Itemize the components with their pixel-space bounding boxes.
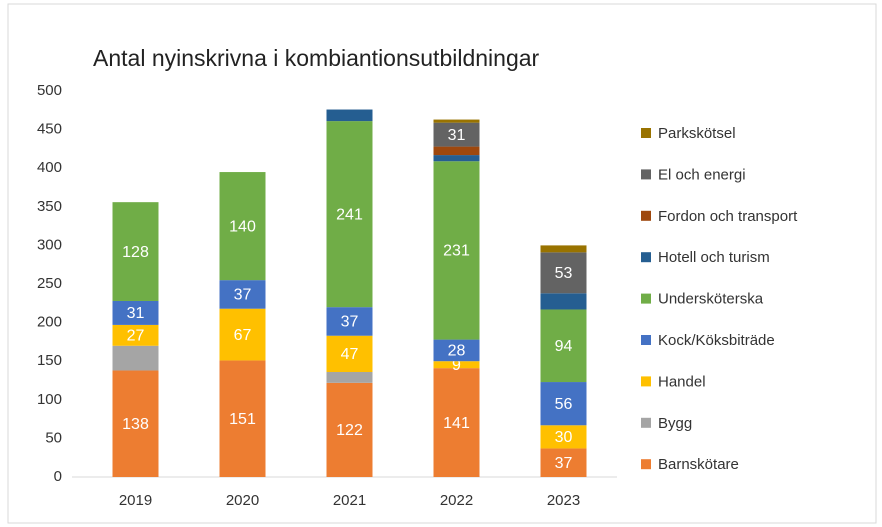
x-tick-label: 2020 [226, 492, 259, 509]
data-label: 94 [555, 338, 573, 355]
y-tick-label: 400 [37, 159, 62, 176]
data-label: 30 [555, 429, 573, 446]
data-label: 37 [234, 287, 252, 304]
data-label: 128 [122, 244, 149, 261]
legend-swatch [641, 210, 651, 221]
data-label: 138 [122, 416, 149, 433]
bar-segment [112, 300, 159, 325]
data-label: 151 [229, 411, 256, 428]
bar-segment [326, 335, 373, 373]
legend-label: Barnskötare [658, 456, 739, 473]
x-tick-label: 2022 [440, 492, 473, 509]
bar-segment [433, 339, 480, 362]
x-tick-label: 2023 [547, 492, 580, 509]
y-tick-label: 0 [54, 468, 62, 485]
y-tick-label: 200 [37, 314, 62, 331]
legend-swatch [641, 459, 651, 470]
bar-segment [540, 448, 587, 477]
legend-swatch [641, 417, 651, 428]
y-tick-label: 300 [37, 236, 62, 253]
bar-segment [326, 307, 373, 336]
bar-segment [433, 361, 480, 369]
legend-swatch [641, 376, 651, 387]
legend-swatch [641, 252, 651, 263]
legend-label: Parkskötsel [658, 125, 736, 142]
bar-segment [112, 202, 159, 301]
bar-segment [433, 122, 480, 147]
data-label: 31 [448, 127, 466, 144]
bar-segment [326, 109, 373, 122]
data-label: 31 [127, 305, 145, 322]
bar-segment [326, 382, 373, 477]
bar-segment [326, 121, 373, 308]
data-label: 9 [452, 357, 461, 374]
bar-segment [540, 309, 587, 383]
data-label: 47 [341, 346, 359, 363]
data-label: 122 [336, 422, 363, 439]
y-tick-label: 50 [45, 429, 62, 446]
y-tick-label: 150 [37, 352, 62, 369]
legend-label: Bygg [658, 415, 692, 432]
legend-label: Handel [658, 373, 706, 390]
data-label: 37 [341, 314, 359, 331]
y-tick-label: 100 [37, 391, 62, 408]
x-tick-label: 2019 [119, 492, 152, 509]
y-tick-label: 500 [37, 82, 62, 99]
legend-swatch [641, 335, 651, 345]
legend-label: Kock/Köksbiträde [658, 332, 775, 349]
data-label: 27 [127, 328, 145, 345]
legend-swatch [641, 128, 651, 138]
bar-segment [540, 252, 587, 294]
bar-segment [112, 370, 159, 477]
bar-segment [326, 372, 373, 383]
data-label: 28 [448, 343, 466, 360]
bar-segment [219, 360, 266, 477]
data-label: 67 [234, 327, 252, 344]
data-label: 37 [555, 455, 573, 472]
data-label: 140 [229, 218, 256, 235]
legend-label: El och energi [658, 166, 746, 183]
legend-swatch [641, 293, 651, 304]
bar-segment [112, 324, 159, 346]
bar-segment [433, 119, 480, 123]
bar-segment [540, 245, 587, 253]
bar-segment [540, 425, 587, 449]
bar-segment [112, 345, 159, 371]
data-label: 231 [443, 243, 470, 260]
bar-segment [433, 161, 480, 340]
bar-segment [433, 155, 480, 162]
x-tick-label: 2021 [333, 492, 366, 509]
bar-segment [219, 280, 266, 309]
bar-segment [540, 293, 587, 310]
chart-title: Antal nyinskrivna i kombiantionsutbildni… [93, 45, 540, 71]
y-tick-label: 350 [37, 198, 62, 215]
y-tick-label: 450 [37, 121, 62, 138]
data-label: 53 [555, 265, 573, 282]
bar-segment [219, 308, 266, 361]
data-label: 141 [443, 415, 470, 432]
bar-segment [219, 172, 266, 281]
data-label: 241 [336, 206, 363, 223]
y-tick-label: 250 [37, 275, 62, 292]
legend-label: Fordon och transport [658, 208, 798, 225]
legend-swatch [641, 169, 651, 180]
bar-segment [540, 382, 587, 426]
bar-segment [433, 146, 480, 156]
data-label: 56 [555, 396, 573, 413]
legend-label: Hotell och turism [658, 249, 770, 266]
legend-label: Undersköterska [658, 291, 764, 308]
bar-segment [433, 368, 480, 477]
